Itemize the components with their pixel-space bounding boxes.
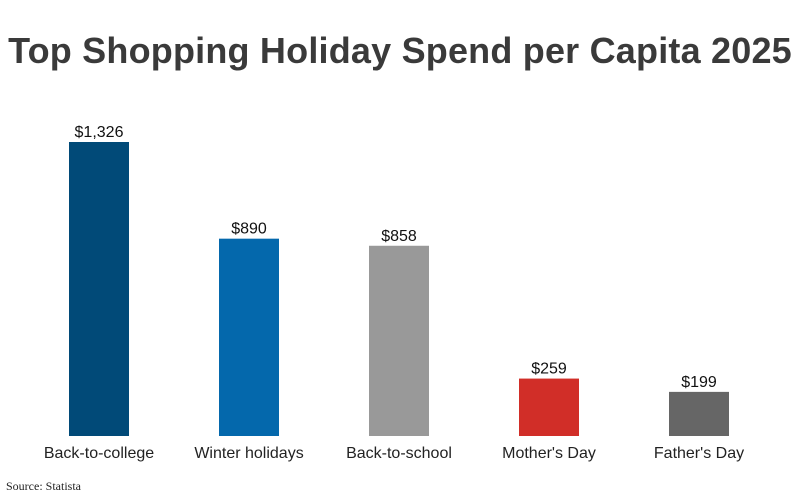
data-label-0: $1,326 (75, 124, 124, 141)
category-label-4: Father's Day (654, 445, 744, 462)
data-label-3: $259 (531, 361, 567, 378)
data-label-4: $199 (681, 374, 717, 391)
bar-1 (219, 238, 279, 436)
category-label-0: Back-to-college (44, 445, 154, 462)
category-label-2: Back-to-school (346, 445, 452, 462)
data-label-1: $890 (231, 221, 267, 238)
bar-3 (519, 378, 579, 436)
category-label-3: Mother's Day (502, 445, 596, 462)
data-label-2: $858 (381, 228, 417, 245)
chart-title: Top Shopping Holiday Spend per Capita 20… (8, 30, 792, 71)
bar-4 (669, 391, 729, 436)
bar-2 (369, 245, 429, 436)
category-label-1: Winter holidays (194, 445, 303, 462)
bar-0 (69, 142, 129, 436)
source-note: Source: Statista (6, 479, 81, 493)
